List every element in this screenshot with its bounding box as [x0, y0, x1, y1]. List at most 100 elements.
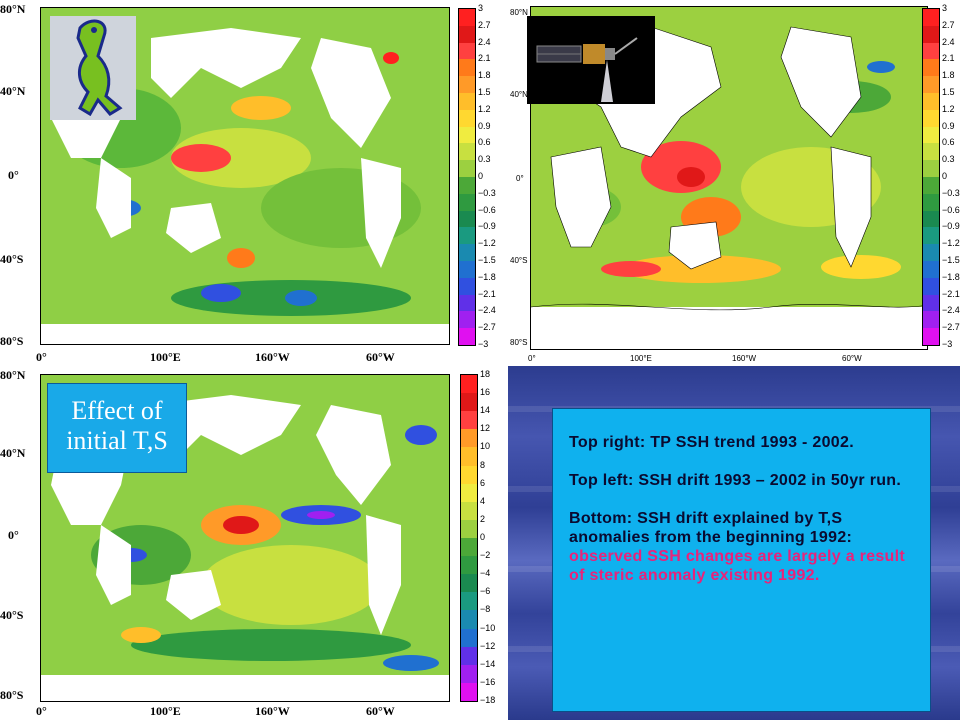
colorbar-tick-label: −8	[480, 604, 491, 615]
colorbar-tick-label: −2.1	[942, 288, 960, 299]
colorbar-segment	[459, 126, 475, 144]
colorbar-segment	[459, 294, 475, 312]
colorbar-segment	[459, 92, 475, 110]
satellite-icon	[527, 16, 655, 104]
colorbar-tick-label: −0.6	[942, 204, 960, 215]
lat-label-0: 0°	[8, 528, 19, 542]
colorbar-segment	[461, 664, 477, 683]
colorbar-tick-label: 4	[480, 495, 486, 506]
colorbar-tick-label: −2	[480, 550, 491, 561]
colorbar-tick-label: 0.6	[478, 137, 491, 148]
note-bottom: Bottom: SSH drift explained by T,S anoma…	[569, 509, 916, 585]
colorbar-segment	[461, 447, 477, 466]
colorbar-segment	[923, 193, 939, 211]
colorbar-segment	[461, 574, 477, 593]
colorbar-tick-label: 0.9	[478, 120, 491, 131]
lon-label-0: 0°	[36, 704, 47, 718]
colorbar-segment	[923, 25, 939, 43]
colorbar-tick-label: 2.7	[478, 19, 491, 30]
top-right-colorbar	[922, 8, 940, 346]
colorbar-tick-label: 10	[480, 441, 491, 452]
colorbar-segment	[459, 311, 475, 329]
colorbar-segment	[461, 429, 477, 448]
colorbar-segment	[923, 126, 939, 144]
colorbar-tick-label: −0.6	[478, 204, 496, 215]
lon-label-0: 0°	[36, 350, 47, 364]
colorbar-tick-label: 0.3	[942, 154, 955, 165]
colorbar-tick-label: −18	[480, 695, 496, 705]
colorbar-tick-label: 18	[480, 369, 491, 379]
colorbar-segment	[459, 160, 475, 177]
colorbar-segment	[459, 210, 475, 228]
lon-label-100e: 100°E	[150, 350, 181, 364]
colorbar-segment	[461, 519, 477, 538]
colorbar-segment	[459, 76, 475, 93]
colorbar-tick-label: 1.8	[942, 70, 955, 81]
colorbar-tick-label: 1.2	[942, 103, 955, 114]
colorbar-segment	[923, 244, 939, 261]
note-top-right: Top right: TP SSH trend 1993 - 2002.	[569, 434, 854, 451]
colorbar-tick-label: −6	[480, 586, 491, 597]
colorbar-segment	[923, 176, 939, 194]
colorbar-segment	[459, 227, 475, 245]
colorbar-segment	[459, 42, 475, 60]
colorbar-tick-label: −3	[942, 339, 953, 349]
lat-label-40n: 40°N	[0, 84, 26, 98]
lat-label-80s: 80°S	[0, 334, 24, 348]
colorbar-tick-label: 0	[478, 171, 484, 181]
colorbar-tick-label: 1.5	[942, 87, 955, 97]
colorbar-tick-label: −4	[480, 568, 491, 579]
effect-overlay-box: Effect of initial T,S	[47, 383, 187, 473]
gecko-logo-icon	[50, 16, 136, 120]
note-bottom-highlight: observed SSH changes are largely a resul…	[569, 548, 906, 584]
colorbar-segment	[461, 537, 477, 557]
colorbar-tick-label: 12	[480, 423, 491, 434]
colorbar-tick-label: −1.8	[942, 271, 960, 282]
colorbar-segment	[923, 210, 939, 228]
colorbar-segment	[461, 483, 477, 502]
colorbar-segment	[461, 556, 477, 575]
colorbar-tick-label: 3	[478, 3, 484, 13]
colorbar-tick-label: 3	[942, 3, 948, 13]
colorbar-tick-label: 8	[480, 459, 486, 470]
colorbar-segment	[459, 25, 475, 43]
colorbar-segment	[459, 109, 475, 127]
colorbar-tick-label: 2.4	[478, 36, 491, 47]
lat-label-40s: 40°S	[0, 608, 24, 622]
colorbar-segment	[459, 244, 475, 261]
colorbar-segment	[459, 328, 475, 345]
colorbar-tick-label: −1.5	[478, 255, 496, 265]
lon-label-0: 0°	[528, 354, 536, 363]
lat-label-80s: 80°S	[510, 338, 528, 347]
colorbar-tick-label: −1.2	[478, 238, 496, 249]
colorbar-tick-label: 0.3	[478, 154, 491, 165]
colorbar-tick-label: 0	[480, 532, 486, 542]
colorbar-segment	[461, 411, 477, 430]
colorbar-segment	[923, 260, 939, 278]
lat-label-80n: 80°N	[0, 368, 26, 382]
lat-label-80s: 80°S	[0, 688, 24, 702]
colorbar-segment	[461, 628, 477, 647]
colorbar-segment	[459, 260, 475, 278]
colorbar-segment	[923, 277, 939, 295]
colorbar-tick-label: −2.4	[942, 305, 960, 316]
top-left-panel: 80°N 40°N 0° 40°S 80°S 0° 100°E 160°W 60…	[0, 0, 510, 366]
lon-label-60w: 60°W	[842, 354, 862, 363]
colorbar-segment	[923, 227, 939, 245]
colorbar-segment	[459, 143, 475, 161]
lat-label-80n: 80°N	[510, 8, 528, 17]
colorbar-tick-label: −14	[480, 658, 496, 669]
colorbar-segment	[923, 328, 939, 345]
colorbar-tick-label: 2.1	[478, 53, 491, 64]
top-right-panel: 80°N 40°N 0° 40°S 80°S 0° 100°E 160°W 60…	[510, 0, 960, 366]
colorbar-segment	[459, 277, 475, 295]
colorbar-tick-label: 2.4	[942, 36, 955, 47]
colorbar-tick-label: 0.9	[942, 120, 955, 131]
effect-line-2: initial T,S	[66, 426, 168, 455]
lon-label-160w: 160°W	[255, 350, 290, 364]
colorbar-tick-label: −1.2	[942, 238, 960, 249]
colorbar-tick-label: −2.7	[478, 322, 496, 333]
colorbar-segment	[461, 646, 477, 665]
colorbar-tick-label: 0	[942, 171, 948, 181]
colorbar-segment	[459, 9, 475, 26]
